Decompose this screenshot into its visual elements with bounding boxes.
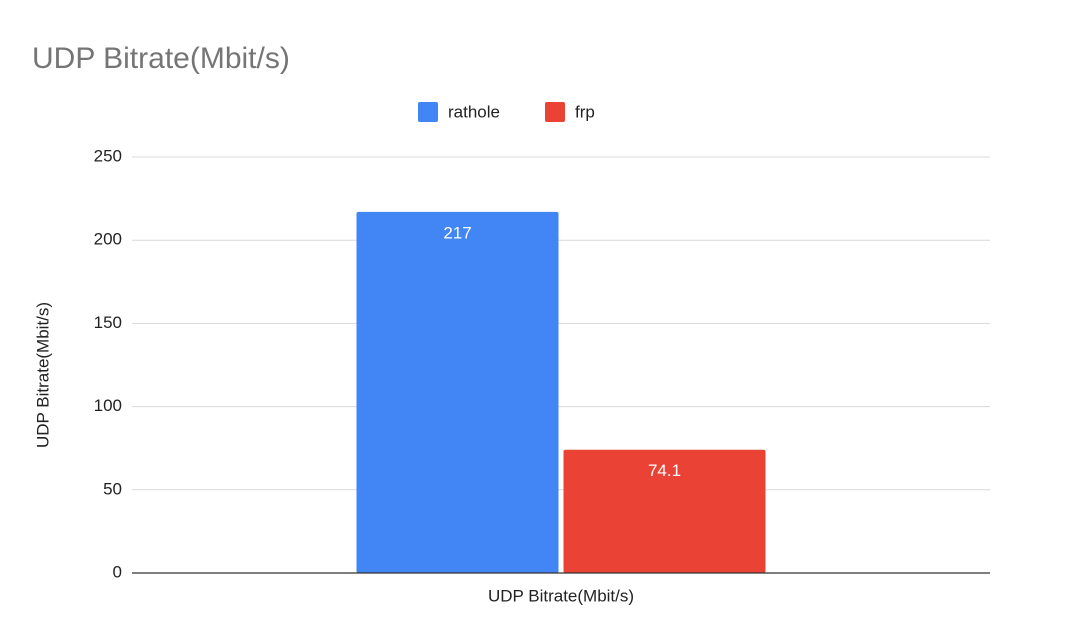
bar — [563, 449, 766, 573]
y-tick-label: 50 — [103, 479, 122, 498]
x-tick-label: UDP Bitrate(Mbit/s) — [488, 586, 634, 605]
bar — [356, 211, 559, 574]
y-tick-label: 150 — [94, 313, 122, 332]
y-axis-label: UDP Bitrate(Mbit/s) — [33, 302, 52, 448]
y-tick-label: 200 — [94, 230, 122, 249]
y-tick-label: 250 — [94, 146, 122, 165]
legend-label: rathole — [448, 102, 500, 121]
data-label: 217 — [443, 223, 471, 242]
legend-swatch — [418, 102, 438, 122]
legend-label: frp — [575, 102, 595, 121]
y-tick-label: 0 — [113, 562, 122, 581]
legend-swatch — [545, 102, 565, 122]
data-label: 74.1 — [648, 461, 681, 480]
y-tick-label: 100 — [94, 396, 122, 415]
chart-title: UDP Bitrate(Mbit/s) — [32, 42, 290, 75]
